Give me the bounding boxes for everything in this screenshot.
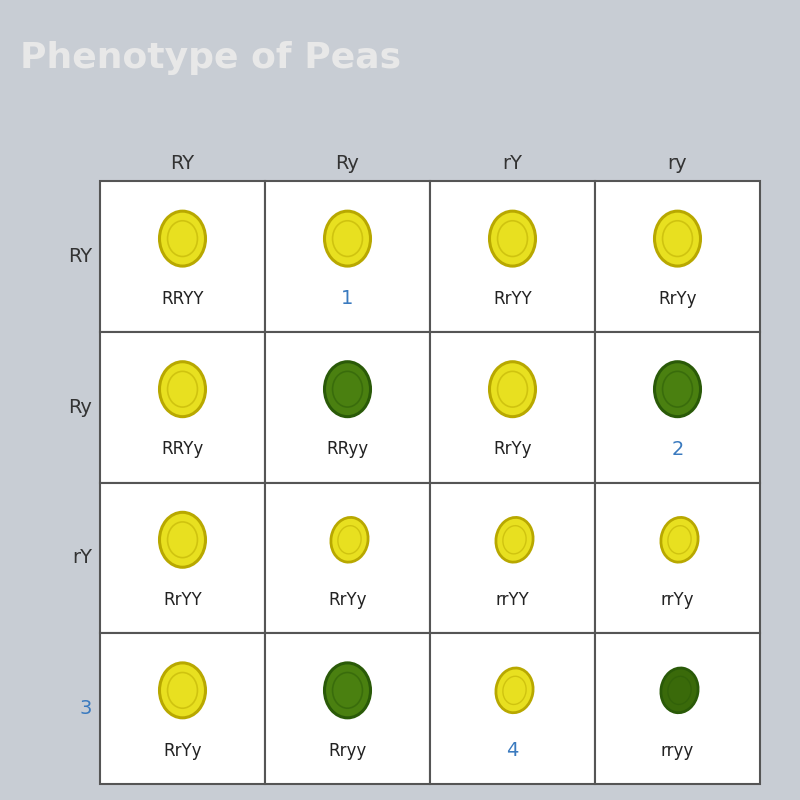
Ellipse shape bbox=[159, 362, 206, 417]
Text: 4: 4 bbox=[506, 741, 518, 760]
Text: Ry: Ry bbox=[68, 398, 92, 417]
Ellipse shape bbox=[159, 663, 206, 718]
Bar bbox=[100, 182, 265, 332]
Text: RrYy: RrYy bbox=[494, 441, 532, 458]
Bar bbox=[595, 633, 760, 784]
Ellipse shape bbox=[490, 211, 535, 266]
Text: RY: RY bbox=[170, 154, 194, 173]
Text: Phenotype of Peas: Phenotype of Peas bbox=[20, 41, 401, 75]
Ellipse shape bbox=[159, 211, 206, 266]
Ellipse shape bbox=[325, 362, 370, 417]
Text: RRyy: RRyy bbox=[326, 441, 369, 458]
Ellipse shape bbox=[496, 518, 533, 562]
Text: rrYy: rrYy bbox=[661, 591, 694, 609]
Text: 1: 1 bbox=[342, 290, 354, 308]
Bar bbox=[265, 482, 430, 633]
Bar bbox=[265, 182, 430, 332]
Text: Rryy: Rryy bbox=[328, 742, 366, 759]
Ellipse shape bbox=[654, 362, 701, 417]
Ellipse shape bbox=[331, 518, 368, 562]
Text: rrYY: rrYY bbox=[496, 591, 530, 609]
Text: rryy: rryy bbox=[661, 742, 694, 759]
Text: RrYy: RrYy bbox=[163, 742, 202, 759]
Bar bbox=[595, 482, 760, 633]
Ellipse shape bbox=[661, 668, 698, 713]
Ellipse shape bbox=[159, 512, 206, 567]
Bar bbox=[430, 332, 595, 482]
Text: RY: RY bbox=[68, 247, 92, 266]
Text: RrYY: RrYY bbox=[493, 290, 532, 308]
Bar bbox=[100, 332, 265, 482]
Text: rY: rY bbox=[72, 548, 92, 567]
Ellipse shape bbox=[661, 518, 698, 562]
Bar bbox=[265, 633, 430, 784]
Bar bbox=[430, 482, 595, 633]
Text: Ry: Ry bbox=[335, 154, 359, 173]
Text: ry: ry bbox=[668, 154, 687, 173]
Text: 3: 3 bbox=[80, 699, 92, 718]
Ellipse shape bbox=[325, 663, 370, 718]
Text: RrYY: RrYY bbox=[163, 591, 202, 609]
Text: RrYy: RrYy bbox=[658, 290, 697, 308]
Bar bbox=[430, 182, 595, 332]
Bar bbox=[430, 633, 595, 784]
Bar bbox=[595, 332, 760, 482]
Ellipse shape bbox=[654, 211, 701, 266]
Bar bbox=[100, 633, 265, 784]
Text: 2: 2 bbox=[671, 440, 684, 459]
Ellipse shape bbox=[490, 362, 535, 417]
Text: rY: rY bbox=[502, 154, 522, 173]
Text: RRYY: RRYY bbox=[162, 290, 204, 308]
Bar bbox=[595, 182, 760, 332]
Bar bbox=[265, 332, 430, 482]
Bar bbox=[100, 482, 265, 633]
Ellipse shape bbox=[325, 211, 370, 266]
Text: RrYy: RrYy bbox=[328, 591, 366, 609]
Ellipse shape bbox=[496, 668, 533, 713]
Text: RRYy: RRYy bbox=[162, 441, 204, 458]
